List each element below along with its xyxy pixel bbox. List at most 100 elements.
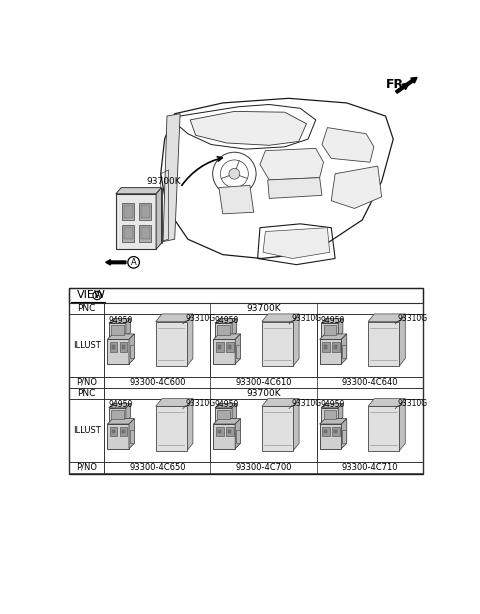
Bar <box>122 430 125 433</box>
Bar <box>226 343 234 352</box>
Bar <box>335 346 337 349</box>
Text: 93300-4C700: 93300-4C700 <box>235 463 292 472</box>
Polygon shape <box>187 314 193 367</box>
Polygon shape <box>214 419 240 424</box>
Polygon shape <box>338 319 343 337</box>
FancyArrow shape <box>106 260 126 265</box>
Bar <box>236 430 240 443</box>
Bar <box>217 325 230 335</box>
Text: 94950: 94950 <box>108 400 132 410</box>
Polygon shape <box>126 403 131 422</box>
Polygon shape <box>156 322 187 367</box>
Polygon shape <box>235 334 240 364</box>
Polygon shape <box>116 188 162 194</box>
Text: PNC: PNC <box>78 389 96 398</box>
Bar <box>324 410 336 419</box>
Polygon shape <box>232 403 237 422</box>
Polygon shape <box>262 406 293 451</box>
Bar <box>320 340 341 364</box>
Bar <box>236 346 240 358</box>
Polygon shape <box>262 314 299 322</box>
Bar <box>122 225 134 241</box>
Bar <box>210 398 316 462</box>
Polygon shape <box>338 403 343 422</box>
Bar <box>342 430 346 443</box>
Bar <box>141 227 150 239</box>
Text: ILLUST: ILLUST <box>73 426 101 435</box>
Polygon shape <box>399 398 405 451</box>
Bar <box>332 343 340 352</box>
Polygon shape <box>293 398 299 451</box>
Polygon shape <box>341 419 347 449</box>
Bar <box>214 340 235 364</box>
Bar <box>322 343 330 352</box>
Polygon shape <box>187 398 193 451</box>
Text: 94950: 94950 <box>108 316 132 325</box>
Polygon shape <box>368 406 399 451</box>
Bar <box>104 388 423 398</box>
Bar <box>109 408 126 422</box>
Text: 93310G: 93310G <box>397 314 428 323</box>
Bar <box>104 314 210 377</box>
Polygon shape <box>215 319 237 323</box>
Polygon shape <box>262 322 293 367</box>
Bar <box>214 424 235 449</box>
Bar <box>104 377 423 388</box>
Text: 94950: 94950 <box>321 316 345 325</box>
Polygon shape <box>190 111 306 146</box>
Bar <box>104 303 423 314</box>
Bar <box>322 427 330 437</box>
Polygon shape <box>262 398 299 406</box>
Polygon shape <box>331 166 382 208</box>
Bar <box>69 388 104 398</box>
Text: 94950: 94950 <box>214 316 239 325</box>
Polygon shape <box>214 334 240 340</box>
Bar <box>217 410 230 419</box>
Bar <box>324 325 336 335</box>
Circle shape <box>229 168 240 179</box>
Text: A: A <box>95 291 100 300</box>
Bar <box>218 346 221 349</box>
Bar <box>122 346 125 349</box>
Bar <box>111 410 123 419</box>
Bar <box>218 430 221 433</box>
Bar <box>226 427 234 437</box>
Bar <box>107 424 129 449</box>
Polygon shape <box>163 114 180 241</box>
Polygon shape <box>219 185 254 214</box>
Polygon shape <box>129 419 134 449</box>
Polygon shape <box>368 322 399 367</box>
Polygon shape <box>341 334 347 364</box>
Polygon shape <box>156 406 187 451</box>
Polygon shape <box>321 403 343 408</box>
Polygon shape <box>320 419 347 424</box>
Polygon shape <box>109 403 131 408</box>
Bar <box>228 430 231 433</box>
Polygon shape <box>109 319 131 323</box>
Bar <box>130 430 133 443</box>
Polygon shape <box>263 228 330 258</box>
FancyArrow shape <box>396 77 417 93</box>
Bar <box>141 205 150 218</box>
Bar <box>122 203 134 220</box>
Bar <box>316 398 423 462</box>
Polygon shape <box>235 419 240 449</box>
Bar <box>210 314 316 377</box>
Bar <box>69 462 104 473</box>
Text: 93310G: 93310G <box>397 398 428 408</box>
Text: 93300-4C610: 93300-4C610 <box>235 378 292 387</box>
Text: 93300-4C640: 93300-4C640 <box>341 378 398 387</box>
Bar <box>111 325 123 335</box>
Text: 93310G: 93310G <box>185 398 216 408</box>
Bar <box>123 205 133 218</box>
Text: VIEW: VIEW <box>77 290 106 300</box>
Bar <box>324 346 327 349</box>
Polygon shape <box>368 314 405 322</box>
Polygon shape <box>368 398 405 406</box>
Text: 93310G: 93310G <box>291 314 322 323</box>
Bar <box>139 203 152 220</box>
Polygon shape <box>293 314 299 367</box>
Polygon shape <box>126 319 131 337</box>
Polygon shape <box>322 128 374 162</box>
Bar <box>120 343 127 352</box>
